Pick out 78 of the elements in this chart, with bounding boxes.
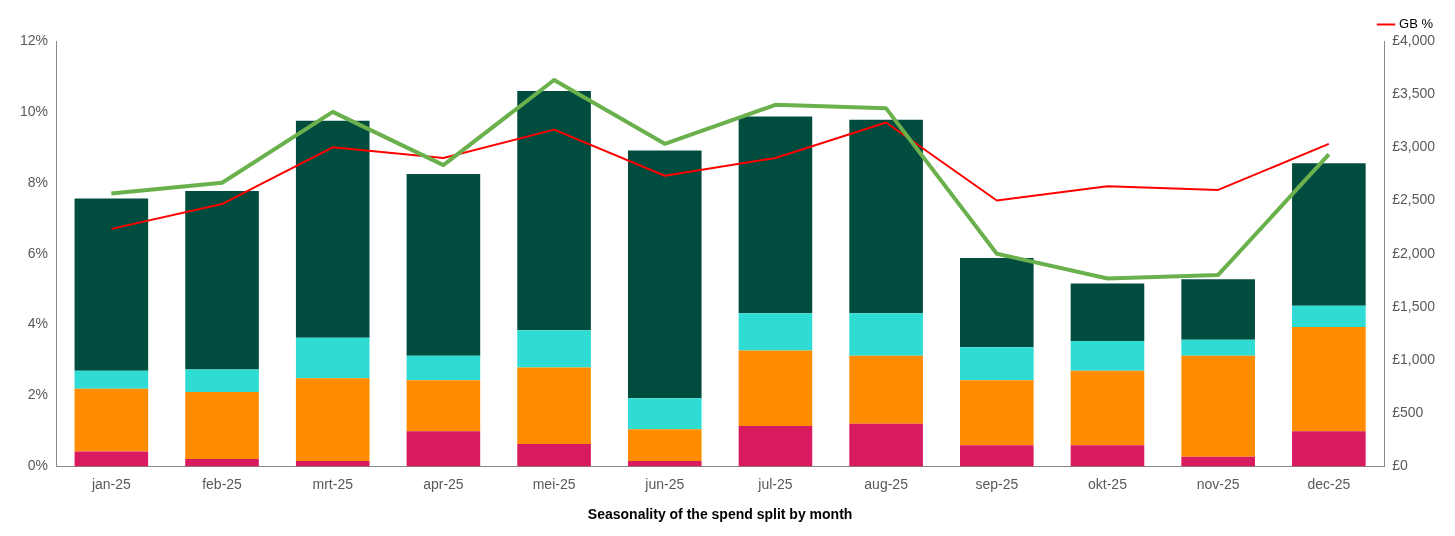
bar bbox=[849, 313, 923, 356]
bar bbox=[738, 425, 813, 467]
x-tick-label: mrt-25 bbox=[312, 475, 354, 492]
y2-tick-label: £4,000 bbox=[1392, 31, 1436, 48]
bar bbox=[295, 120, 370, 338]
bar bbox=[406, 173, 481, 356]
y-tick-label: 6% bbox=[27, 244, 49, 261]
x-tick-label: jan-25 bbox=[90, 475, 132, 492]
bar bbox=[1070, 340, 1145, 371]
bar bbox=[849, 423, 923, 467]
bar bbox=[295, 378, 370, 462]
bar bbox=[1292, 305, 1366, 328]
bar bbox=[849, 355, 923, 424]
bar bbox=[1181, 339, 1255, 356]
bar bbox=[74, 370, 149, 389]
bar bbox=[74, 451, 149, 467]
bar bbox=[1292, 431, 1366, 467]
bar bbox=[295, 461, 370, 467]
bar bbox=[849, 119, 923, 314]
bar bbox=[517, 444, 591, 467]
bar bbox=[960, 380, 1034, 446]
bar bbox=[185, 391, 259, 459]
bar bbox=[295, 337, 370, 379]
y2-tick-label: £2,000 bbox=[1392, 244, 1436, 261]
x-tick-label: okt-25 bbox=[1088, 475, 1128, 492]
bar bbox=[74, 388, 149, 452]
bar bbox=[627, 398, 702, 430]
bar bbox=[960, 445, 1034, 467]
y2-tick-label: £2,500 bbox=[1392, 191, 1436, 208]
legend-label: GB % bbox=[1399, 16, 1434, 32]
y2-tick-label: £1,500 bbox=[1392, 297, 1436, 314]
x-tick-label: aug-25 bbox=[864, 475, 909, 492]
x-tick-label: sep-25 bbox=[975, 475, 1019, 492]
x-tick-label: feb-25 bbox=[202, 475, 243, 492]
x-tick-label: dec-25 bbox=[1307, 475, 1351, 492]
y2-tick-label: £0 bbox=[1392, 457, 1408, 474]
bar bbox=[1181, 355, 1255, 457]
bar bbox=[406, 431, 481, 467]
bar bbox=[627, 150, 702, 399]
bar bbox=[74, 198, 149, 371]
bar bbox=[627, 429, 702, 462]
bar bbox=[627, 461, 702, 467]
bar bbox=[517, 367, 591, 445]
bar bbox=[1070, 445, 1145, 467]
bar bbox=[960, 257, 1034, 348]
bar bbox=[1181, 279, 1255, 340]
y-tick-label: 12% bbox=[19, 31, 49, 48]
bar bbox=[185, 190, 259, 370]
y2-tick-label: £1,000 bbox=[1392, 350, 1436, 367]
y-tick-label: 8% bbox=[27, 173, 49, 190]
bar bbox=[738, 313, 813, 351]
bar bbox=[1292, 327, 1366, 432]
bar bbox=[1181, 456, 1255, 467]
bar bbox=[960, 347, 1034, 381]
bar bbox=[1070, 283, 1145, 341]
x-tick-label: jul-25 bbox=[757, 475, 793, 492]
y-tick-label: 2% bbox=[27, 386, 49, 403]
bar bbox=[738, 116, 813, 314]
y-tick-label: 4% bbox=[27, 315, 49, 332]
x-tick-label: mei-25 bbox=[532, 475, 576, 492]
bar bbox=[185, 458, 259, 467]
y2-tick-label: £500 bbox=[1392, 404, 1424, 421]
x-tick-label: jun-25 bbox=[644, 475, 685, 492]
bar bbox=[406, 355, 481, 381]
x-tick-label: apr-25 bbox=[423, 475, 464, 492]
y-tick-label: 0% bbox=[27, 457, 49, 474]
bar bbox=[185, 369, 259, 392]
y2-tick-label: £3,500 bbox=[1392, 85, 1436, 102]
y2-tick-label: £3,000 bbox=[1392, 138, 1436, 155]
bar bbox=[738, 350, 813, 426]
bar bbox=[1070, 370, 1145, 446]
bar bbox=[406, 380, 481, 432]
y-tick-label: 10% bbox=[19, 102, 49, 119]
x-axis-title: Seasonality of the spend split by month bbox=[587, 506, 853, 523]
x-tick-label: nov-25 bbox=[1196, 475, 1240, 492]
bar bbox=[517, 90, 591, 331]
bar bbox=[517, 330, 591, 368]
bar bbox=[1292, 163, 1366, 306]
